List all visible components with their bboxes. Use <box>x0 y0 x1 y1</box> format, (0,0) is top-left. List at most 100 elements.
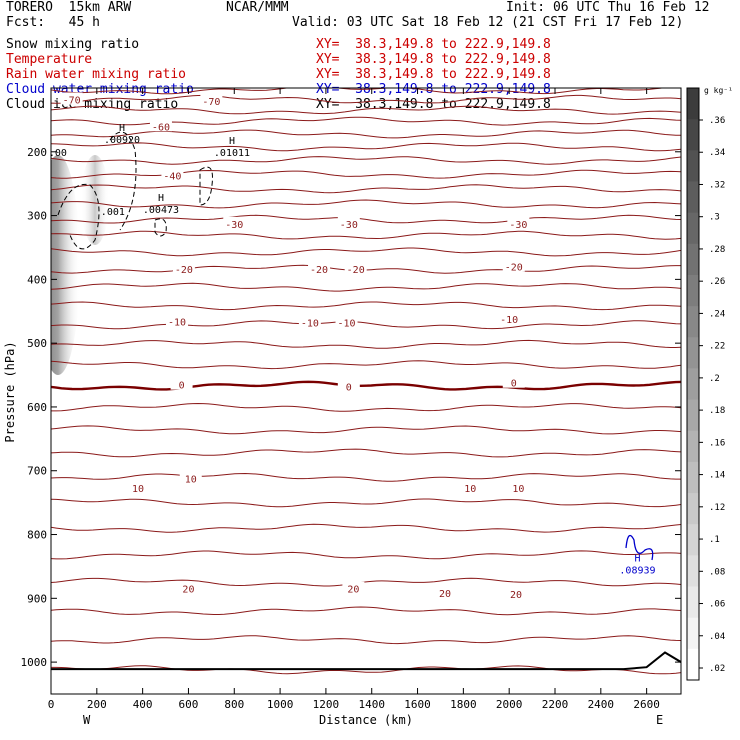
temp-label: -60 <box>152 122 170 133</box>
temp-label: -10 <box>337 319 355 330</box>
temp-label: -30 <box>509 220 527 231</box>
colorbar-tick-label: .28 <box>709 245 725 255</box>
colorbar-cell <box>687 243 699 276</box>
temp-label: -70 <box>63 95 81 106</box>
temp-label-bg <box>507 216 530 229</box>
temp-label-bg <box>127 480 150 493</box>
temp-label-bg <box>335 315 358 328</box>
extreme-marker: H <box>229 136 235 147</box>
extreme-value: .00473 <box>143 205 179 216</box>
colorbar-tick-label: .24 <box>709 309 725 319</box>
y-tick-label: 900 <box>27 592 47 605</box>
extreme-marker: H <box>158 193 164 204</box>
isotherm-line <box>51 105 681 115</box>
x-tick-label: 2600 <box>633 698 660 711</box>
x-tick-label: 600 <box>179 698 199 711</box>
isotherm-line <box>51 339 681 349</box>
extreme-marker: H <box>119 123 125 134</box>
field-name-snow: Snow mixing ratio <box>6 37 140 52</box>
colorbar-cell <box>687 586 699 619</box>
isotherm-line <box>51 199 681 209</box>
isotherm-line <box>51 214 681 224</box>
header-valid: Valid: 03 UTC Sat 18 Feb 12 (21 CST Fri … <box>292 15 684 30</box>
temp-label: 20 <box>347 585 359 596</box>
temp-label: -10 <box>301 319 319 330</box>
colorbar-cell <box>687 306 699 338</box>
isotherm-line <box>51 472 681 482</box>
y-tick-label: 400 <box>27 273 47 286</box>
temp-label-bg <box>170 377 193 390</box>
temp-label-bg <box>434 586 457 599</box>
isotherm-line <box>51 169 681 179</box>
y-tick-label: 1000 <box>21 656 48 669</box>
isotherm-line <box>51 498 681 508</box>
ice-contour <box>154 218 167 237</box>
colorbar-cell <box>687 181 699 214</box>
x-tick-label: 800 <box>224 698 244 711</box>
isotherm-line <box>51 380 681 391</box>
field-name-temperature: Temperature <box>6 52 93 67</box>
y-tick-label: 200 <box>27 146 47 159</box>
temp-label-bg <box>502 375 525 388</box>
temp-label: -10 <box>168 317 186 328</box>
isotherm-line <box>51 116 681 126</box>
colorbar-cell <box>687 274 699 307</box>
y-tick-label: 500 <box>27 337 47 350</box>
temp-label-bg <box>298 315 321 328</box>
temp-label-bg <box>459 480 482 493</box>
field-name-rain: Rain water mixing ratio <box>6 67 187 82</box>
y-tick-label: 800 <box>27 529 47 542</box>
temp-label: -20 <box>347 265 365 276</box>
x-tick-label: 0 <box>48 698 55 711</box>
cloud-water-contour <box>625 534 654 561</box>
colorbar-cell <box>687 119 699 151</box>
x-tick-label: 1000 <box>267 698 294 711</box>
temp-label: -30 <box>225 220 243 231</box>
isotherm-line <box>51 88 666 95</box>
colorbar-tick-label: .1 <box>709 535 720 545</box>
extreme-value: .00920 <box>104 135 140 146</box>
header-fcst: Fcst: 45 h <box>6 15 100 30</box>
temp-label-bg <box>60 92 83 105</box>
temp-label: 0 <box>346 383 352 394</box>
y-tick-label: 700 <box>27 465 47 478</box>
isotherm-line <box>51 156 681 165</box>
temp-label: 20 <box>510 590 522 601</box>
x-tick-label: 2400 <box>588 698 615 711</box>
ice-label: .001 <box>101 207 125 218</box>
field-xy-cloud-water: XY= 38.3,149.8 to 222.9,149.8 <box>316 82 551 97</box>
header-init: Init: 06 UTC Thu 16 Feb 12 <box>506 0 710 15</box>
x-tick-label: 1400 <box>358 698 385 711</box>
isotherm-line <box>51 635 681 645</box>
x-axis-label: Distance (km) <box>319 713 413 727</box>
temp-label: 10 <box>185 474 197 485</box>
isotherm-line <box>51 142 681 152</box>
colorbar-cell <box>687 150 699 182</box>
temp-label: -20 <box>175 265 193 276</box>
temp-label: 10 <box>132 484 144 495</box>
colorbar-cell <box>687 430 699 463</box>
colorbar-tick-label: .22 <box>709 342 725 352</box>
temp-label-bg <box>200 93 223 106</box>
temp-label: -20 <box>505 263 523 274</box>
temp-label-bg <box>172 262 195 275</box>
ice-label: .00 <box>49 148 67 159</box>
plot-frame <box>50 87 682 695</box>
ice-contour <box>57 183 100 250</box>
field-name-cloud-water: Cloud water mixing ratio <box>6 82 194 97</box>
isotherm-line <box>51 301 681 311</box>
isotherm-line <box>51 606 681 616</box>
isotherm-line <box>51 184 681 194</box>
temp-label-bg <box>179 471 202 484</box>
x-tick-label: 2200 <box>542 698 569 711</box>
temp-label-bg <box>344 262 367 275</box>
colorbar-cell <box>687 617 699 650</box>
y-tick-label: 300 <box>27 210 47 223</box>
extreme-marker: H <box>634 554 640 565</box>
temp-label: -70 <box>202 97 220 108</box>
ice-contour <box>109 131 137 231</box>
colorbar-tick-label: .32 <box>709 180 725 190</box>
temp-label-bg <box>177 581 200 594</box>
isotherm-line <box>51 282 681 292</box>
